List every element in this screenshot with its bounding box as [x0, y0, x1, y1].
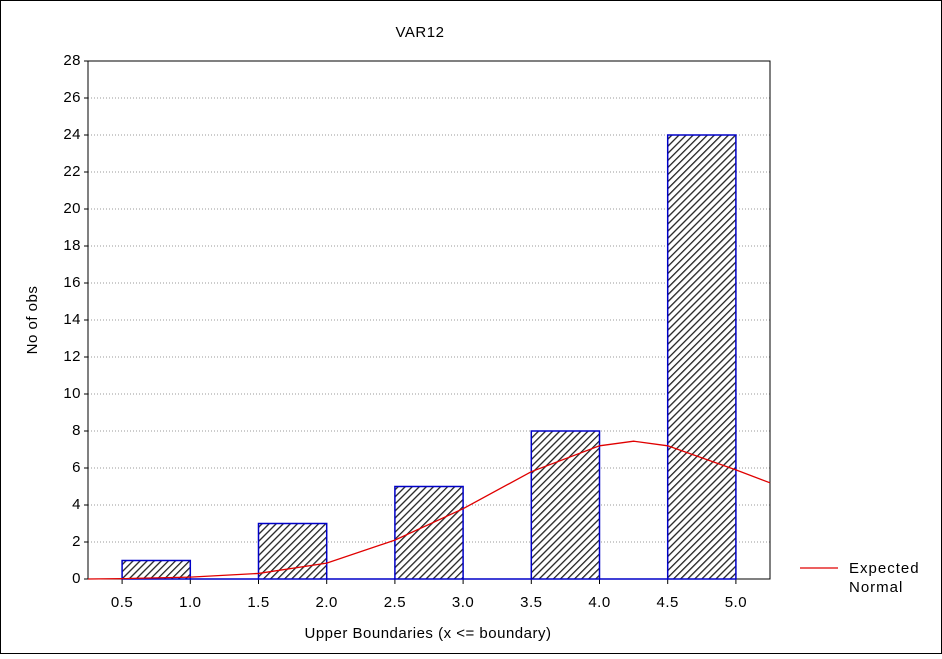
- y-tick-label: 18: [63, 237, 81, 254]
- x-axis-label: Upper Boundaries (x <= boundary): [305, 625, 552, 642]
- y-tick-label: 2: [72, 533, 81, 550]
- x-tick-label: 2.0: [316, 594, 338, 611]
- y-tick-label: 0: [72, 570, 81, 587]
- y-tick-label: 26: [63, 89, 81, 106]
- y-axis-label: No of obs: [24, 286, 41, 355]
- y-tick-label: 14: [63, 311, 81, 328]
- x-tick-label: 1.5: [247, 594, 269, 611]
- x-tick-label: 1.0: [179, 594, 201, 611]
- x-tick-label: 4.0: [588, 594, 610, 611]
- y-tick-label: 6: [72, 459, 81, 476]
- y-tick-label: 22: [63, 163, 81, 180]
- bar: [666, 134, 737, 580]
- x-tick-label: 3.5: [520, 594, 542, 611]
- x-tick-label: 3.0: [452, 594, 474, 611]
- y-tick-label: 28: [63, 52, 81, 69]
- x-tick-label: 4.5: [657, 594, 679, 611]
- y-tick-label: 4: [72, 496, 81, 513]
- curve: [87, 440, 771, 580]
- y-tick-label: 16: [63, 274, 81, 291]
- bar: [121, 559, 192, 580]
- bar: [257, 522, 328, 580]
- bar: [530, 430, 601, 580]
- y-tick-label: 10: [63, 385, 81, 402]
- x-tick-label: 5.0: [725, 594, 747, 611]
- y-tick-label: 8: [72, 422, 81, 439]
- y-tick-label: 12: [63, 348, 81, 365]
- x-tick-label: 2.5: [384, 594, 406, 611]
- chart-title: VAR12: [396, 24, 445, 41]
- y-tick-label: 24: [63, 126, 81, 143]
- bar: [394, 485, 464, 580]
- legend-label: Expected Normal: [849, 560, 920, 596]
- x-tick-label: 0.5: [111, 594, 133, 611]
- y-tick-label: 20: [63, 200, 81, 217]
